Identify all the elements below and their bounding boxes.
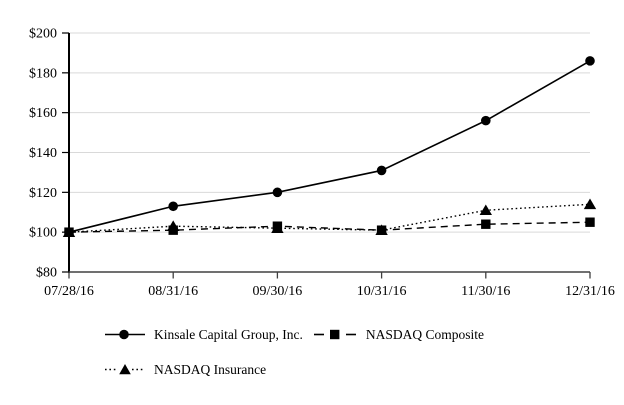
data-point-kinsale-capital-group-inc [376, 165, 387, 176]
dashed-line-square-marker-icon [313, 329, 356, 340]
legend-item-nasdaq-insurance: NASDAQ Insurance [105, 362, 266, 378]
data-point-nasdaq-insurance [583, 198, 597, 210]
performance-line-chart: $80 $100 $120 $140 $160 $180 $200 07/28/16 08/31… [29, 27, 615, 300]
x-tick-label: 08/31/16 [148, 284, 198, 299]
legend-label-kinsale: Kinsale Capital Group, Inc. [154, 326, 303, 342]
y-tick-label: $80 [36, 266, 57, 281]
y-tick-label: $200 [29, 27, 57, 42]
legend-item-kinsale: Kinsale Capital Group, Inc. [105, 327, 303, 343]
legend-item-nasdaq-composite: NASDAQ Composite [313, 327, 484, 343]
x-tick-label: 11/30/16 [461, 284, 510, 299]
series-line-kinsale-capital-group-inc [68, 60, 591, 233]
series-line-nasdaq-insurance [68, 203, 591, 233]
legend-label-nasdaq-insurance: NASDAQ Insurance [154, 361, 267, 377]
series-line-nasdaq-composite [68, 221, 591, 233]
data-point-kinsale-capital-group-inc [168, 201, 178, 212]
data-point-nasdaq-insurance [271, 222, 284, 233]
y-tick-label: $120 [29, 186, 57, 201]
data-point-nasdaq-insurance [479, 204, 492, 216]
x-tick-label: 09/30/16 [253, 284, 303, 299]
dotted-line-triangle-marker-icon [105, 364, 145, 375]
y-tick-label: $140 [29, 146, 57, 161]
data-point-nasdaq-composite [481, 219, 491, 229]
legend-row-2: NASDAQ Insurance [105, 361, 484, 378]
y-tick-label: $180 [29, 66, 57, 81]
legend-label-nasdaq-composite: NASDAQ Composite [365, 326, 484, 342]
data-point-kinsale-capital-group-inc [272, 187, 283, 198]
chart-legend: Kinsale Capital Group, Inc. NASDAQ Compo… [105, 326, 484, 378]
data-point-nasdaq-composite [585, 217, 595, 227]
data-point-nasdaq-insurance [375, 224, 388, 235]
y-tick-label: $160 [29, 106, 57, 121]
solid-line-circle-marker-icon [105, 329, 145, 340]
data-point-kinsale-capital-group-inc [481, 115, 491, 126]
legend-row-1: Kinsale Capital Group, Inc. NASDAQ Compo… [105, 326, 484, 343]
x-tick-label: 12/31/16 [565, 284, 615, 299]
x-tick-label: 07/28/16 [44, 284, 94, 299]
data-point-kinsale-capital-group-inc [585, 56, 595, 66]
data-point-nasdaq-insurance [62, 226, 76, 237]
data-point-nasdaq-insurance [167, 220, 180, 231]
y-tick-label: $100 [29, 226, 57, 241]
x-tick-label: 10/31/16 [357, 284, 407, 299]
